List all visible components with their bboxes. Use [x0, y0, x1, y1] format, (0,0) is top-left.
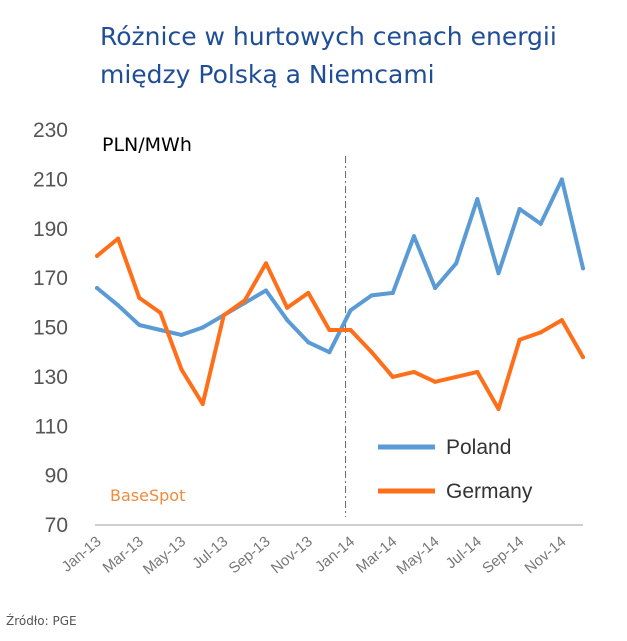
x-tick-label: Jan-14 [312, 533, 358, 576]
y-axis-ticks: 70 90 110 130 150 170 190 210 230 [33, 119, 68, 537]
data-point-germany [496, 406, 501, 411]
chart-title-line-1: Różnice w hurtowych cenach energii [100, 22, 557, 51]
data-point-germany [95, 253, 99, 258]
data-point-germany [433, 379, 438, 384]
legend: Poland Germany [378, 436, 533, 503]
data-point-poland [454, 261, 459, 266]
data-point-poland [264, 288, 269, 293]
data-point-germany [179, 367, 184, 372]
data-point-poland [411, 234, 416, 239]
y-tick-label: 90 [45, 465, 68, 488]
data-point-germany [475, 369, 480, 374]
data-point-poland [559, 177, 564, 182]
data-point-germany [517, 337, 522, 342]
data-point-germany [221, 313, 226, 318]
y-tick-label: 130 [33, 366, 68, 389]
data-point-germany [200, 402, 205, 407]
data-point-germany [390, 374, 395, 379]
data-point-poland [390, 290, 395, 295]
data-point-poland [158, 327, 163, 332]
data-point-germany [411, 369, 416, 374]
y-tick-label: 230 [33, 119, 68, 142]
unit-label: PLN/MWh [102, 134, 192, 156]
source-note: Źródło: PGE [6, 614, 77, 628]
data-point-germany [116, 236, 121, 241]
x-tick-label: Mar-13 [100, 533, 147, 577]
data-point-germany [285, 305, 290, 310]
data-point-germany [158, 310, 163, 315]
y-tick-label: 70 [45, 514, 68, 537]
data-point-poland [116, 303, 121, 308]
data-point-poland [348, 308, 353, 313]
data-point-germany [264, 261, 269, 266]
x-tick-label: Sep-14 [479, 533, 527, 577]
legend-label-poland: Poland [446, 436, 511, 459]
x-tick-label: May-13 [140, 533, 189, 578]
chart-title-line-2: między Polską a Niemcami [100, 60, 435, 89]
data-point-poland [200, 325, 205, 330]
x-tick-label: Mar-14 [353, 533, 400, 577]
x-tick-label: Jul-14 [443, 533, 485, 572]
x-tick-label: Sep-13 [226, 533, 274, 577]
data-point-poland [538, 221, 543, 226]
data-point-germany [348, 327, 353, 332]
series-line-germany [95, 236, 585, 411]
x-tick-label: Nov-13 [268, 533, 316, 577]
data-point-poland [369, 293, 374, 298]
data-point-poland [285, 318, 290, 323]
y-tick-label: 210 [33, 168, 68, 191]
data-point-germany [538, 330, 543, 335]
data-point-germany [242, 298, 247, 303]
series-line-poland [95, 177, 585, 355]
data-point-germany [137, 295, 142, 300]
data-point-poland [581, 266, 585, 271]
data-point-germany [327, 327, 332, 332]
data-point-poland [137, 323, 142, 328]
series-group [95, 177, 585, 411]
data-point-poland [327, 350, 332, 355]
data-point-poland [179, 332, 184, 337]
data-point-poland [496, 271, 501, 276]
legend-label-germany: Germany [446, 480, 533, 503]
basespot-annotation: BaseSpot [110, 486, 185, 505]
x-tick-label: Jan-13 [59, 533, 105, 576]
data-point-germany [454, 374, 459, 379]
x-tick-label: May-14 [393, 533, 442, 578]
data-point-poland [433, 286, 438, 290]
data-point-germany [581, 355, 585, 360]
data-point-germany [306, 290, 311, 295]
data-point-germany [559, 318, 564, 323]
x-tick-label: Nov-14 [521, 533, 569, 577]
y-tick-label: 190 [33, 218, 68, 241]
data-point-poland [306, 340, 311, 345]
x-tick-label: Jul-13 [189, 533, 231, 572]
y-tick-label: 150 [33, 317, 68, 340]
data-point-poland [95, 286, 99, 290]
y-tick-label: 170 [33, 267, 68, 290]
data-point-poland [475, 197, 480, 202]
data-point-germany [369, 350, 374, 355]
chart-title: Różnice w hurtowych cenach energii międz… [100, 18, 620, 94]
y-tick-label: 110 [35, 415, 68, 438]
data-point-poland [517, 207, 522, 211]
